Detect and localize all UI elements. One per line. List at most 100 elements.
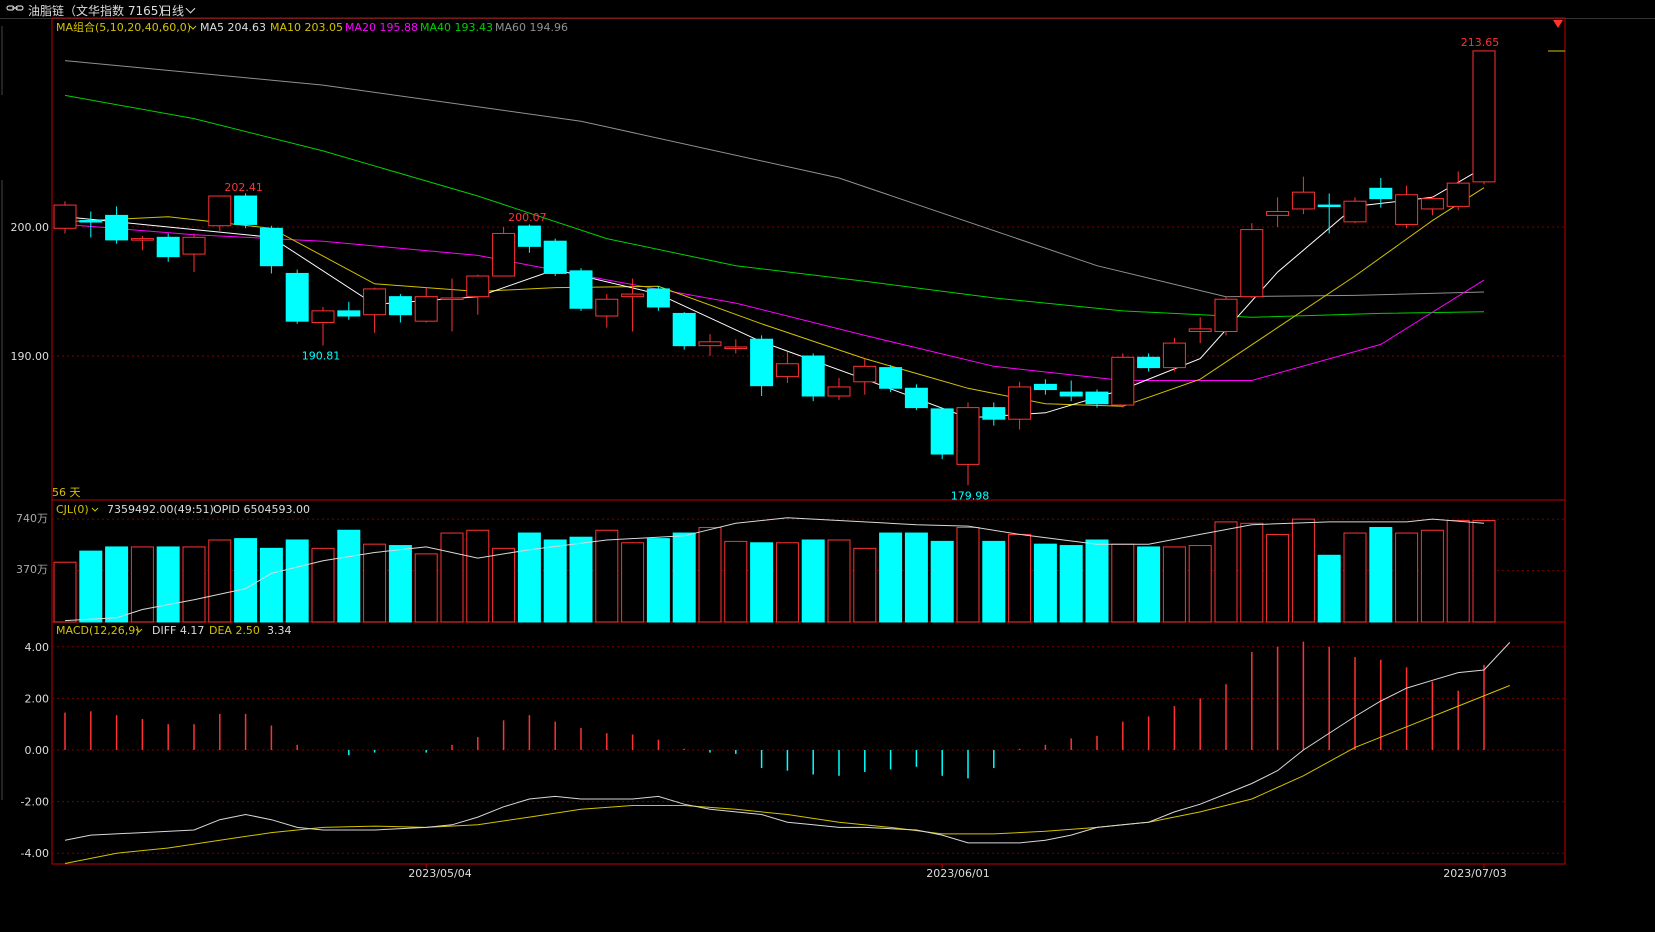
days-count-label: 56 天: [52, 486, 81, 499]
candle: [750, 335, 774, 396]
candle-body: [285, 272, 309, 322]
candle-body: [440, 297, 464, 300]
candle-body: [595, 298, 619, 317]
candle: [904, 384, 928, 411]
volume-bar: [388, 545, 412, 623]
date-axis-label: 2023/07/03: [1443, 867, 1506, 880]
candle-body: [337, 310, 361, 317]
candle: [801, 353, 825, 402]
volume-bar: [1420, 529, 1444, 623]
volume-bar: [1291, 518, 1315, 623]
candle: [363, 287, 387, 333]
candle-body: [801, 355, 825, 397]
macd-histogram: [64, 641, 1511, 864]
volume-bar: [79, 550, 103, 623]
candle: [156, 233, 180, 262]
ma10-value: MA10 203.05: [270, 21, 343, 34]
high-annotation: 202.41: [224, 181, 263, 194]
volume-bar: [1188, 545, 1212, 623]
candle: [569, 268, 593, 311]
candle-body: [853, 365, 877, 383]
candle: [543, 238, 567, 277]
candle: [130, 236, 154, 251]
candle: [724, 339, 748, 354]
volume-bar: [1266, 533, 1290, 623]
ma20-line: [64, 223, 1485, 381]
chevron-down-icon: [189, 25, 197, 30]
candle-body: [388, 296, 412, 316]
volume-bar: [904, 532, 928, 623]
candle-body: [182, 236, 206, 255]
chevron-down-icon: [91, 507, 99, 512]
volume-bar: [1369, 526, 1393, 623]
candle: [853, 358, 877, 395]
candle: [1266, 197, 1290, 227]
volume-axis-label: 370万: [16, 563, 48, 576]
macd-axis-label: 2.00: [25, 692, 50, 705]
candle-body: [569, 270, 593, 309]
candle-body: [492, 232, 516, 277]
volume-bar: [853, 547, 877, 623]
candle-body: [1111, 356, 1135, 406]
candle-body: [956, 407, 980, 465]
candle-body: [1240, 229, 1264, 298]
candle: [1420, 196, 1444, 216]
candle-body: [1369, 187, 1393, 200]
candle-body: [105, 214, 129, 241]
candle: [1111, 353, 1135, 408]
chart-frame: [51, 17, 1566, 865]
ma40-value: MA40 193.43: [420, 21, 493, 34]
candle-body: [234, 195, 258, 225]
macd-axis-label: 4.00: [25, 641, 50, 654]
candle-body: [982, 407, 1006, 420]
volume-bar: [956, 526, 980, 623]
candle: [1008, 381, 1032, 430]
candle: [775, 352, 799, 384]
candlesticks: [53, 50, 1496, 486]
candle: [1162, 337, 1186, 372]
ma5-value: MA5 204.63: [200, 21, 266, 34]
volume-bar: [440, 532, 464, 623]
price-axis-label: 190.00: [11, 350, 50, 363]
candle-body: [1291, 191, 1315, 210]
volume-bar: [1343, 532, 1367, 623]
candle-body: [646, 288, 670, 308]
volume-bar: [1162, 546, 1186, 623]
volume-bar: [517, 532, 541, 623]
candle-body: [311, 310, 335, 323]
candle: [105, 206, 129, 244]
opid-value: OPID 6504593.00: [213, 503, 310, 516]
candle-body: [750, 338, 774, 387]
volume-bar: [827, 539, 851, 623]
candle-body: [1317, 204, 1341, 208]
candle-body: [827, 386, 851, 397]
candle-body: [930, 408, 954, 455]
volume-bar: [621, 542, 645, 623]
volume-bar: [1240, 522, 1264, 623]
candle: [1395, 185, 1419, 229]
candle-body: [259, 227, 283, 267]
candle: [388, 294, 412, 323]
candle: [879, 365, 903, 393]
low-annotation: 190.81: [302, 350, 341, 363]
price-axis-label: 200.00: [11, 221, 50, 234]
candle: [259, 225, 283, 274]
diff-line: [64, 642, 1511, 844]
link-icon[interactable]: [6, 2, 24, 17]
candle: [1446, 171, 1470, 211]
candle: [595, 294, 619, 328]
date-axis-label: 2023/05/04: [408, 867, 471, 880]
candle: [492, 227, 516, 277]
instrument-title: 油脂链（文华指数 7165）: [28, 4, 171, 18]
volume-bar: [801, 539, 825, 623]
candle: [440, 278, 464, 332]
high-annotation: 200.07: [508, 211, 547, 224]
candle: [234, 193, 258, 229]
period-selector[interactable]: 日线: [160, 2, 196, 19]
candle-body: [775, 363, 799, 378]
high-annotation: 213.65: [1461, 36, 1500, 49]
volume-bar: [543, 539, 567, 623]
macd-axis-label: 0.00: [25, 744, 50, 757]
ma60-value: MA60 194.96: [495, 21, 568, 34]
